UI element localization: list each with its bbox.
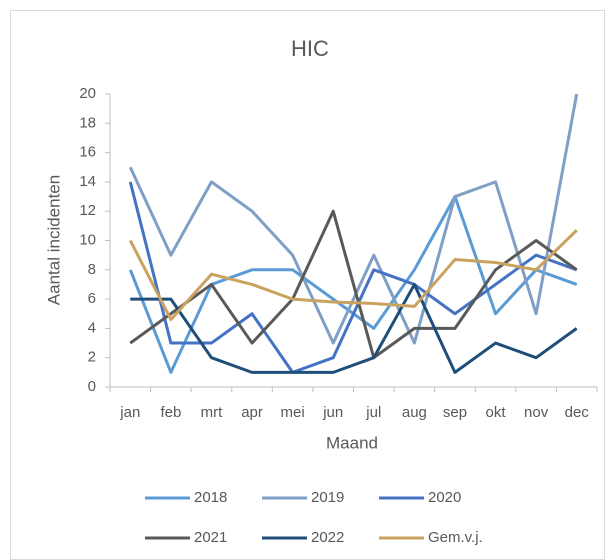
x-tick-label: jan [119,404,140,421]
legend-label: 2020 [428,489,461,506]
series-line [130,282,578,374]
y-tick-label: 6 [88,290,96,307]
x-tick-label: nov [524,404,549,421]
legend-label: 2019 [311,489,344,506]
x-tick-label: dec [565,404,590,421]
x-tick-label: jun [322,404,343,421]
x-tick-label: apr [241,404,263,421]
y-tick-label: 18 [79,114,96,131]
x-tick-label: mei [281,404,305,421]
legend-label: 2022 [311,529,344,546]
y-tick-label: 12 [79,202,96,219]
y-tick-label: 14 [79,173,96,190]
y-tick-label: 8 [88,261,96,278]
x-axis-label: Maand [326,433,378,452]
x-tick-label: mrt [201,404,223,421]
series-line [128,93,579,345]
series-line [128,181,578,374]
x-tick-label: feb [160,404,181,421]
legend-label: Gem.v.j. [428,529,483,546]
y-tick-label: 10 [79,231,96,248]
chart-title: HIC [291,36,329,61]
y-tick-label: 4 [88,319,96,336]
y-tick-label: 2 [88,349,96,366]
x-tick-label: aug [402,404,427,421]
y-tick-label: 0 [88,378,96,395]
legend-label: 2018 [194,489,227,506]
y-tick-label: 20 [79,85,96,102]
x-tick-label: jul [365,404,381,421]
x-tick-label: okt [486,404,507,421]
series-line [128,229,578,322]
y-tick-label: 16 [79,144,96,161]
y-axis-label: Aantal incidenten [44,175,63,305]
x-tick-label: sep [443,404,467,421]
legend-label: 2021 [194,529,227,546]
